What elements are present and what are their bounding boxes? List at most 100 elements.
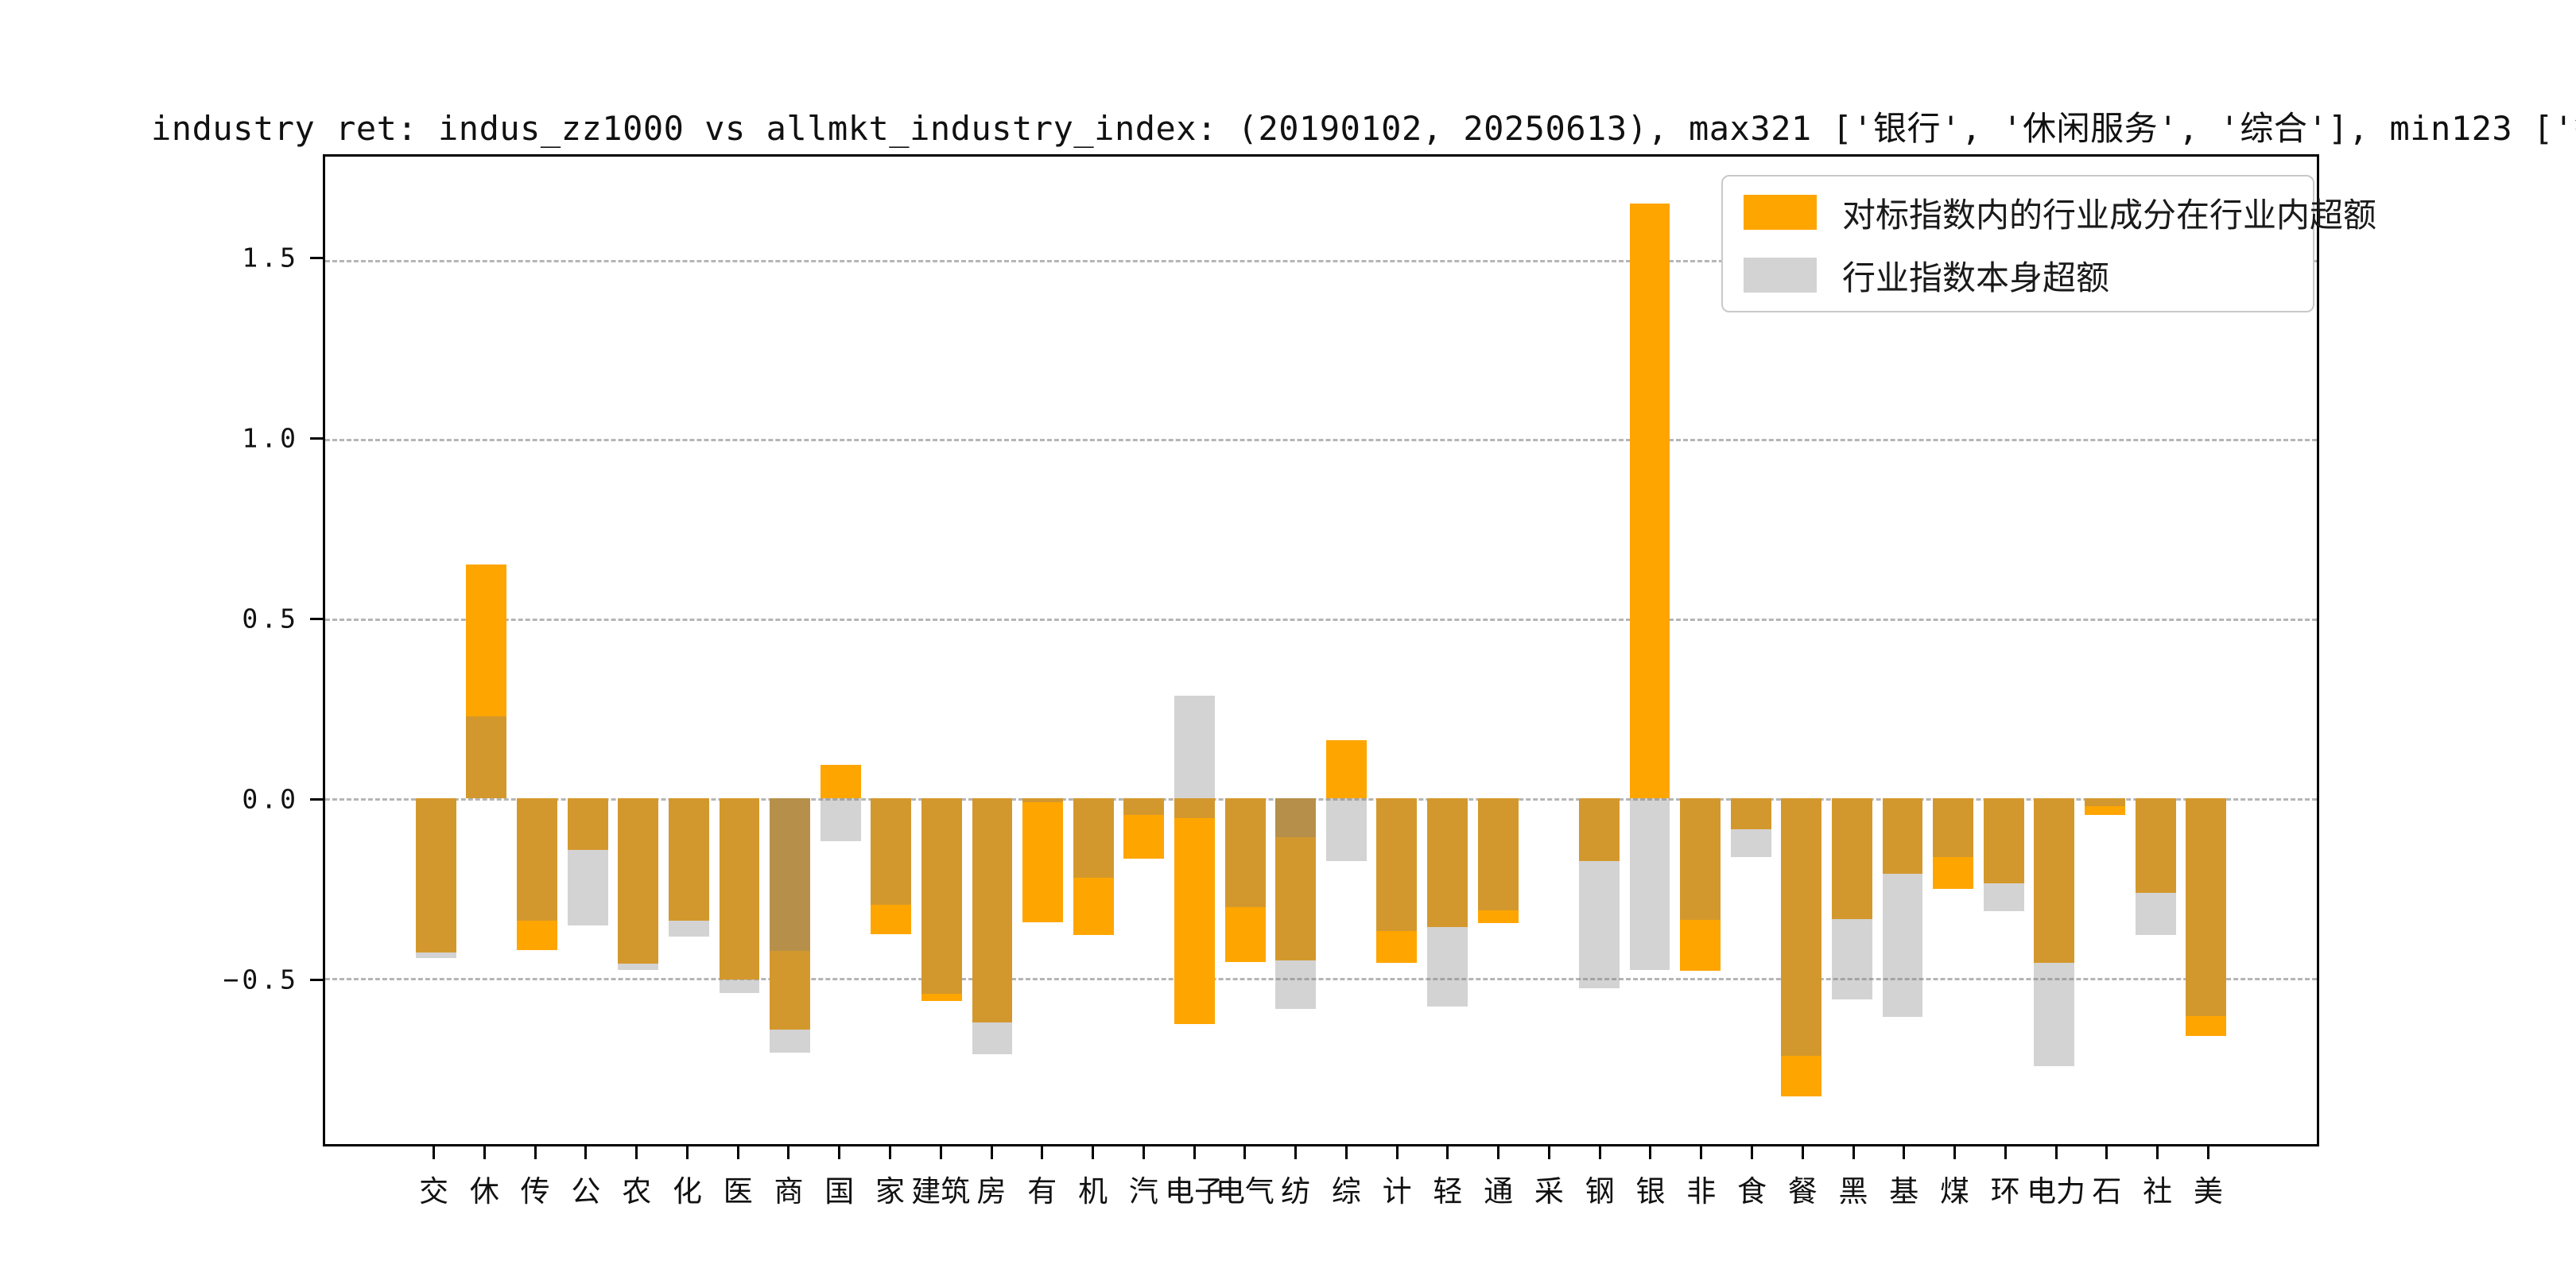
x-tick-mark bbox=[990, 1146, 993, 1159]
bar-银-orange bbox=[1629, 203, 1670, 798]
bar-通-gray bbox=[1477, 797, 1519, 911]
x-tick-mark bbox=[1092, 1146, 1095, 1159]
gridline-1.0 bbox=[325, 439, 2317, 442]
bar-食-gray bbox=[1730, 797, 1771, 857]
x-tick-label-纺: 纺 bbox=[1281, 1174, 1311, 1208]
x-tick-mark bbox=[1395, 1146, 1399, 1159]
x-tick-mark bbox=[483, 1146, 486, 1159]
bar-农-gray bbox=[618, 797, 659, 971]
x-tick-mark bbox=[1649, 1146, 1652, 1159]
bar-有-gray bbox=[1022, 797, 1064, 803]
bar-国-orange bbox=[820, 765, 861, 798]
x-tick-mark bbox=[1801, 1146, 1804, 1159]
legend-label: 行业指数本身超额 bbox=[1842, 258, 2110, 297]
x-tick-label-煤: 煤 bbox=[1940, 1174, 1970, 1208]
x-tick-label-基: 基 bbox=[1889, 1174, 1919, 1208]
bar-社-orange bbox=[2135, 797, 2176, 894]
bar-机-gray bbox=[1073, 797, 1114, 878]
y-tick-label-−0.5: −0.5 bbox=[223, 964, 299, 995]
y-tick-mark bbox=[310, 797, 323, 801]
x-tick-label-电力: 电力 bbox=[2027, 1174, 2086, 1208]
bar-餐-orange bbox=[1781, 797, 1822, 1097]
x-tick-label-银: 银 bbox=[1635, 1174, 1666, 1208]
x-tick-mark bbox=[1243, 1146, 1247, 1159]
x-tick-mark bbox=[939, 1146, 942, 1159]
bar-食-orange bbox=[1730, 797, 1771, 830]
x-tick-label-建筑: 建筑 bbox=[911, 1174, 971, 1208]
bar-汽-gray bbox=[1123, 797, 1165, 816]
bar-银-gray bbox=[1629, 797, 1670, 970]
bar-休-orange bbox=[466, 564, 507, 798]
bar-轻-orange bbox=[1427, 797, 1468, 928]
x-tick-label-电气: 电气 bbox=[1215, 1174, 1274, 1208]
bar-计-gray bbox=[1376, 797, 1418, 932]
x-tick-label-家: 家 bbox=[875, 1174, 905, 1208]
bar-电力-gray bbox=[2034, 797, 2075, 1066]
bar-房-orange bbox=[972, 797, 1013, 1022]
bar-商-gray bbox=[770, 797, 810, 952]
bar-非-gray bbox=[1680, 797, 1721, 920]
bar-纺-gray-2 bbox=[1275, 797, 1317, 1010]
y-tick-mark bbox=[310, 617, 323, 620]
x-tick-mark bbox=[1953, 1146, 1957, 1159]
bar-煤-orange bbox=[1933, 797, 1974, 889]
legend-label: 对标指数内的行业成分在行业内超额 bbox=[1842, 195, 2377, 235]
y-tick-label-0.0: 0.0 bbox=[242, 783, 299, 815]
x-tick-mark bbox=[1852, 1146, 1855, 1159]
bar-农-orange bbox=[618, 797, 659, 964]
x-tick-label-非: 非 bbox=[1686, 1174, 1717, 1208]
gridline-1.5 bbox=[325, 259, 2317, 262]
bar-环-gray bbox=[1983, 797, 2024, 911]
x-tick-label-有: 有 bbox=[1027, 1174, 1057, 1208]
bar-石-gray bbox=[2085, 797, 2125, 806]
bar-基-gray bbox=[1882, 797, 1923, 1017]
x-tick-label-农: 农 bbox=[622, 1174, 652, 1208]
x-tick-mark bbox=[1903, 1146, 1906, 1159]
x-tick-label-美: 美 bbox=[2193, 1174, 2223, 1208]
bar-家-orange bbox=[871, 797, 912, 934]
bar-轻-gray bbox=[1427, 797, 1468, 1007]
bar-钢-orange bbox=[1578, 797, 1620, 862]
bar-电气-gray bbox=[1224, 797, 1266, 908]
gridline-0.5 bbox=[325, 619, 2317, 622]
gridline-0.0 bbox=[325, 797, 2317, 801]
x-tick-label-休: 休 bbox=[469, 1174, 499, 1208]
bar-医-gray bbox=[719, 797, 760, 994]
bar-美-gray bbox=[2186, 797, 2227, 1016]
x-tick-label-化: 化 bbox=[672, 1174, 702, 1208]
x-tick-label-机: 机 bbox=[1078, 1174, 1108, 1208]
x-tick-mark bbox=[2206, 1146, 2209, 1159]
y-tick-mark bbox=[310, 257, 323, 260]
x-tick-mark bbox=[685, 1146, 689, 1159]
y-tick-label-1.5: 1.5 bbox=[242, 242, 299, 274]
chart-title: industry ret: indus_zz1000 vs allmkt_ind… bbox=[151, 109, 2576, 148]
x-tick-label-黑: 黑 bbox=[1838, 1174, 1868, 1208]
x-tick-mark bbox=[584, 1146, 588, 1159]
plot-area bbox=[323, 154, 2319, 1146]
bar-社-gray bbox=[2135, 797, 2176, 936]
bar-非-orange bbox=[1680, 797, 1721, 972]
x-tick-label-综: 综 bbox=[1331, 1174, 1361, 1208]
bar-汽-orange bbox=[1123, 797, 1165, 859]
x-tick-label-国: 国 bbox=[824, 1174, 855, 1208]
bar-黑-orange bbox=[1831, 797, 1872, 920]
y-tick-mark bbox=[310, 437, 323, 440]
legend-item-orange-series: 对标指数内的行业成分在行业内超额 bbox=[1744, 188, 2376, 237]
bar-综-gray bbox=[1325, 797, 1367, 862]
bar-有-orange bbox=[1022, 797, 1064, 922]
x-tick-label-汽: 汽 bbox=[1128, 1174, 1158, 1208]
x-tick-mark bbox=[1294, 1146, 1298, 1159]
x-tick-label-轻: 轻 bbox=[1433, 1174, 1463, 1208]
x-tick-label-医: 医 bbox=[723, 1174, 753, 1208]
x-tick-label-交: 交 bbox=[419, 1174, 449, 1208]
bar-化-gray bbox=[668, 797, 709, 937]
bar-综-orange bbox=[1325, 739, 1367, 798]
legend: 对标指数内的行业成分在行业内超额 行业指数本身超额 bbox=[1721, 175, 2376, 312]
y-tick-mark bbox=[310, 978, 323, 981]
bar-休-gray bbox=[466, 716, 507, 798]
x-tick-mark bbox=[2156, 1146, 2159, 1159]
bar-房-gray bbox=[972, 797, 1013, 1054]
x-tick-mark bbox=[1344, 1146, 1348, 1159]
bar-电子-orange bbox=[1174, 797, 1215, 1024]
